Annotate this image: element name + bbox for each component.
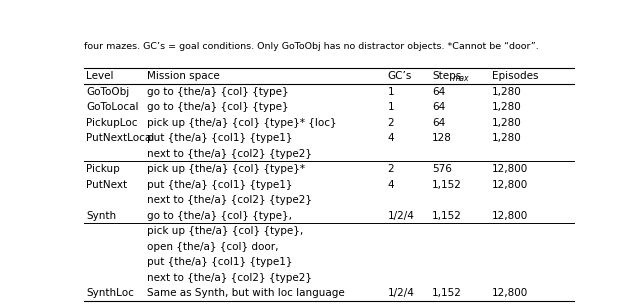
Text: GoToObj: GoToObj [86,87,129,97]
Text: 1,280: 1,280 [492,102,522,112]
Text: go to {the/a} {col} {type},: go to {the/a} {col} {type}, [147,210,292,221]
Text: 1,280: 1,280 [492,117,522,127]
Text: Mission space: Mission space [147,71,220,81]
Text: PickupLoc: PickupLoc [86,117,138,127]
Text: 1,152: 1,152 [432,288,462,298]
Text: open {the/a} {col} door,: open {the/a} {col} door, [147,242,278,252]
Text: 12,800: 12,800 [492,210,528,221]
Text: put {the/a} {col1} {type1}: put {the/a} {col1} {type1} [147,257,292,267]
Text: SynthLoc: SynthLoc [86,288,134,298]
Text: next to {the/a} {col2} {type2}: next to {the/a} {col2} {type2} [147,149,312,159]
Text: 4: 4 [388,133,394,143]
Text: 1,280: 1,280 [492,133,522,143]
Text: 1,152: 1,152 [432,180,462,189]
Text: 2: 2 [388,164,394,174]
Text: 12,800: 12,800 [492,180,528,189]
Text: 12,800: 12,800 [492,288,528,298]
Text: PutNext: PutNext [86,180,127,189]
Text: 576: 576 [432,164,452,174]
Text: put {the/a} {col1} {type1}: put {the/a} {col1} {type1} [147,133,292,143]
Text: 12,800: 12,800 [492,164,528,174]
Text: go to {the/a} {col} {type}: go to {the/a} {col} {type} [147,102,289,112]
Text: next to {the/a} {col2} {type2}: next to {the/a} {col2} {type2} [147,195,312,205]
Text: put {the/a} {col1} {type1}: put {the/a} {col1} {type1} [147,180,292,189]
Text: 128: 128 [432,133,452,143]
Text: Level: Level [86,71,113,81]
Text: 64: 64 [432,102,445,112]
Text: next to {the/a} {col2} {type2}: next to {the/a} {col2} {type2} [147,273,312,282]
Text: Pickup: Pickup [86,164,120,174]
Text: 2: 2 [388,117,394,127]
Text: Same as Synth, but with loc language: Same as Synth, but with loc language [147,288,345,298]
Text: 1: 1 [388,87,394,97]
Text: 1,280: 1,280 [492,87,522,97]
Text: pick up {the/a} {col} {type},: pick up {the/a} {col} {type}, [147,226,303,236]
Text: PutNextLocal: PutNextLocal [86,133,154,143]
Text: 64: 64 [432,87,445,97]
Text: max: max [453,74,470,83]
Text: 1,152: 1,152 [432,210,462,221]
Text: Steps: Steps [432,71,461,81]
Text: Synth: Synth [86,210,116,221]
Text: 4: 4 [388,180,394,189]
Text: GC’s: GC’s [388,71,412,81]
Text: 64: 64 [432,117,445,127]
Text: four mazes. GC’s = goal conditions. Only GoToObj has no distractor objects. *Can: four mazes. GC’s = goal conditions. Only… [84,42,539,52]
Text: Episodes: Episodes [492,71,538,81]
Text: GoToLocal: GoToLocal [86,102,138,112]
Text: 1: 1 [388,102,394,112]
Text: 1/2/4: 1/2/4 [388,288,414,298]
Text: pick up {the/a} {col} {type}*: pick up {the/a} {col} {type}* [147,164,305,174]
Text: pick up {the/a} {col} {type}* {loc}: pick up {the/a} {col} {type}* {loc} [147,117,337,127]
Text: 1/2/4: 1/2/4 [388,210,414,221]
Text: go to {the/a} {col} {type}: go to {the/a} {col} {type} [147,87,289,97]
